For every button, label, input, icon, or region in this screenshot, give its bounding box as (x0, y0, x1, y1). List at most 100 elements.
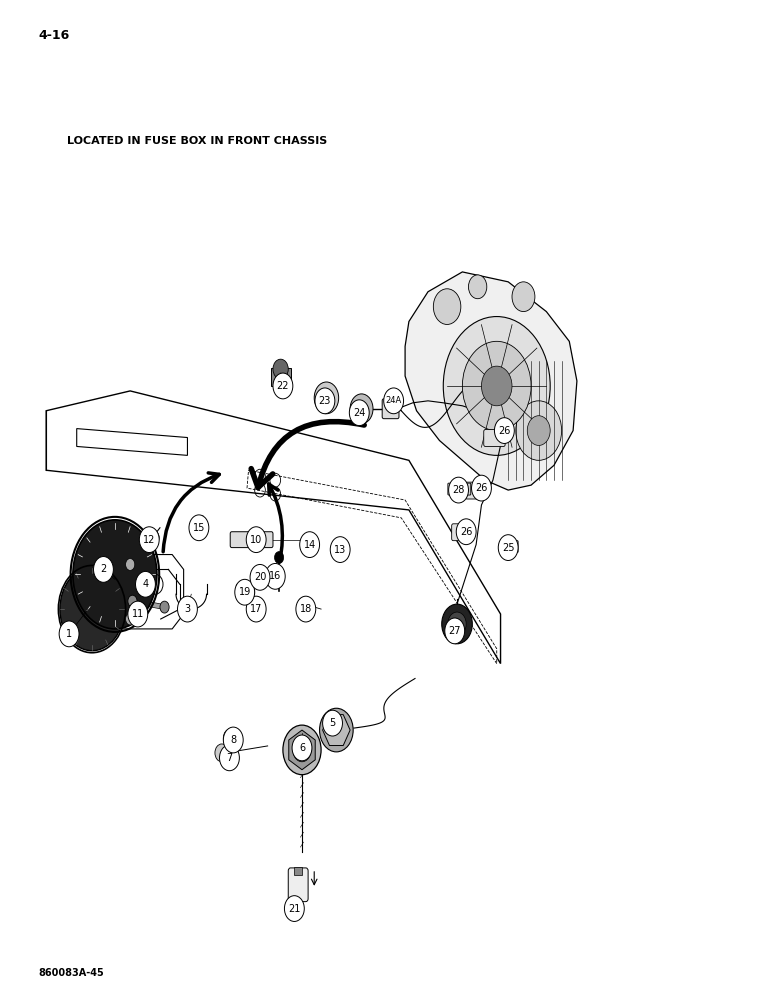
FancyArrowPatch shape (251, 422, 364, 487)
FancyBboxPatch shape (484, 430, 505, 446)
Circle shape (252, 598, 265, 614)
Circle shape (126, 613, 135, 625)
Circle shape (315, 388, 335, 414)
Text: 18: 18 (300, 604, 312, 614)
Circle shape (246, 527, 266, 553)
Text: 2: 2 (100, 564, 107, 574)
Text: 25: 25 (502, 543, 514, 553)
Text: 14: 14 (303, 540, 316, 550)
Circle shape (350, 400, 369, 426)
Text: 13: 13 (334, 545, 347, 555)
Text: 26: 26 (498, 426, 510, 436)
Circle shape (189, 515, 209, 541)
Circle shape (300, 532, 320, 558)
Text: 4-16: 4-16 (39, 29, 69, 42)
Circle shape (215, 744, 229, 762)
Circle shape (93, 557, 113, 582)
FancyBboxPatch shape (230, 532, 273, 548)
Text: 4: 4 (142, 579, 148, 589)
Text: 12: 12 (143, 535, 155, 545)
Circle shape (260, 576, 265, 582)
FancyBboxPatch shape (236, 584, 255, 595)
Text: 24A: 24A (385, 396, 401, 405)
Text: 26: 26 (476, 483, 488, 493)
Circle shape (128, 601, 147, 627)
Text: 8: 8 (230, 735, 236, 745)
Bar (272, 368, 290, 386)
FancyBboxPatch shape (448, 483, 471, 495)
Text: 6: 6 (299, 743, 305, 753)
Text: 16: 16 (269, 571, 281, 581)
Circle shape (235, 579, 255, 605)
Text: 17: 17 (250, 604, 262, 614)
Text: 1: 1 (66, 629, 72, 639)
Circle shape (443, 317, 550, 455)
Text: 26: 26 (460, 527, 472, 537)
Circle shape (139, 527, 159, 553)
Circle shape (433, 289, 461, 324)
Text: 20: 20 (254, 572, 266, 582)
Circle shape (482, 366, 512, 406)
Circle shape (296, 596, 316, 622)
Circle shape (442, 604, 472, 644)
Circle shape (449, 477, 469, 503)
Text: 7: 7 (226, 753, 232, 763)
Circle shape (223, 729, 237, 747)
Text: 22: 22 (276, 381, 290, 391)
Circle shape (498, 535, 518, 560)
Polygon shape (405, 272, 577, 490)
Text: 28: 28 (452, 485, 465, 495)
Text: 10: 10 (250, 535, 262, 545)
Circle shape (250, 564, 270, 590)
Circle shape (227, 734, 233, 742)
Circle shape (293, 738, 311, 762)
Circle shape (320, 708, 353, 752)
Text: 3: 3 (185, 604, 191, 614)
Circle shape (292, 735, 312, 761)
Circle shape (494, 418, 514, 443)
Circle shape (512, 282, 535, 312)
Circle shape (330, 537, 350, 562)
FancyBboxPatch shape (382, 399, 399, 419)
Circle shape (445, 618, 465, 644)
Text: 27: 27 (449, 626, 461, 636)
Circle shape (309, 536, 318, 548)
Circle shape (469, 275, 487, 299)
Circle shape (160, 601, 169, 613)
Text: 19: 19 (239, 587, 251, 597)
Circle shape (472, 475, 492, 501)
Circle shape (60, 567, 124, 651)
Text: 15: 15 (193, 523, 205, 533)
Text: 11: 11 (132, 609, 144, 619)
Circle shape (219, 745, 239, 771)
Circle shape (384, 388, 404, 414)
Circle shape (314, 382, 339, 414)
Circle shape (128, 595, 137, 607)
Circle shape (273, 359, 288, 379)
FancyBboxPatch shape (466, 482, 487, 499)
Circle shape (126, 559, 135, 570)
FancyBboxPatch shape (501, 541, 518, 553)
Circle shape (350, 394, 373, 424)
Circle shape (256, 571, 269, 587)
Circle shape (297, 597, 311, 615)
Circle shape (283, 725, 321, 775)
Circle shape (246, 596, 266, 622)
Circle shape (178, 596, 198, 622)
Text: 24: 24 (353, 408, 365, 418)
Text: 5: 5 (330, 718, 336, 728)
Bar (294, 867, 302, 875)
Circle shape (527, 416, 550, 445)
Circle shape (266, 563, 285, 589)
Text: 860083A-45: 860083A-45 (39, 968, 104, 978)
Circle shape (148, 531, 159, 545)
Circle shape (320, 390, 333, 406)
Circle shape (336, 539, 345, 551)
Polygon shape (289, 730, 315, 770)
Text: 21: 21 (288, 904, 300, 914)
Circle shape (59, 621, 79, 647)
Polygon shape (323, 715, 350, 746)
Circle shape (462, 341, 531, 431)
Text: 23: 23 (319, 396, 331, 406)
Text: LOCATED IN FUSE BOX IN FRONT CHASSIS: LOCATED IN FUSE BOX IN FRONT CHASSIS (67, 136, 327, 146)
